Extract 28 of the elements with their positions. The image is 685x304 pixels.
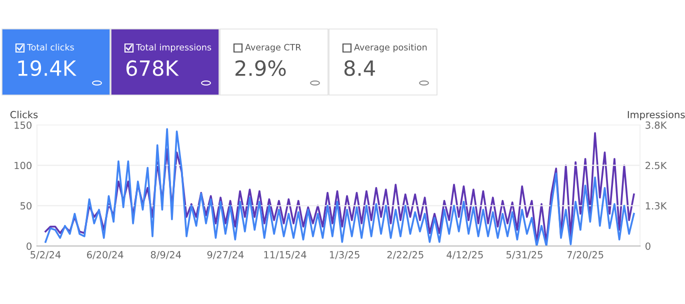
x-tick-label: 1/3/25 — [330, 251, 360, 260]
y-tick-label: 100 — [14, 162, 32, 170]
x-tick-label: 2/22/25 — [387, 251, 424, 260]
y2-axis-title: Impressions — [628, 110, 685, 120]
text: Average position — [354, 44, 427, 52]
text: 8.4 — [344, 60, 375, 76]
x-tick-label: 4/12/25 — [446, 251, 483, 260]
x-tick-label: 6/20/24 — [87, 251, 124, 260]
y2-tick-label: 2.5K — [646, 162, 667, 170]
text: Total clicks — [26, 44, 74, 51]
y2-tick-label: 3.8K — [646, 121, 667, 129]
text: 2.9% — [236, 60, 286, 76]
x-tick-label: 5/2/24 — [30, 251, 61, 260]
y-tick-label: 150 — [14, 121, 32, 129]
x-tick-label: 7/20/25 — [567, 251, 604, 260]
x-tick-label: 8/9/24 — [150, 251, 181, 260]
x-tick-label: 9/27/24 — [207, 251, 244, 260]
x-tick-label: 11/15/24 — [264, 251, 306, 260]
x-tick-label: 5/31/25 — [506, 251, 542, 260]
y-axis-title: Clicks — [10, 110, 38, 118]
text: Total impressions — [136, 44, 212, 52]
text: 678K — [126, 60, 179, 76]
y-tick-label: 50 — [20, 202, 32, 210]
y-tick-label: 0 — [26, 242, 32, 250]
text: 19.4K — [18, 60, 76, 76]
text: Average CTR — [245, 44, 301, 52]
y2-tick-label: 1.3K — [646, 202, 667, 210]
y2-tick-label: 0 — [646, 242, 650, 250]
